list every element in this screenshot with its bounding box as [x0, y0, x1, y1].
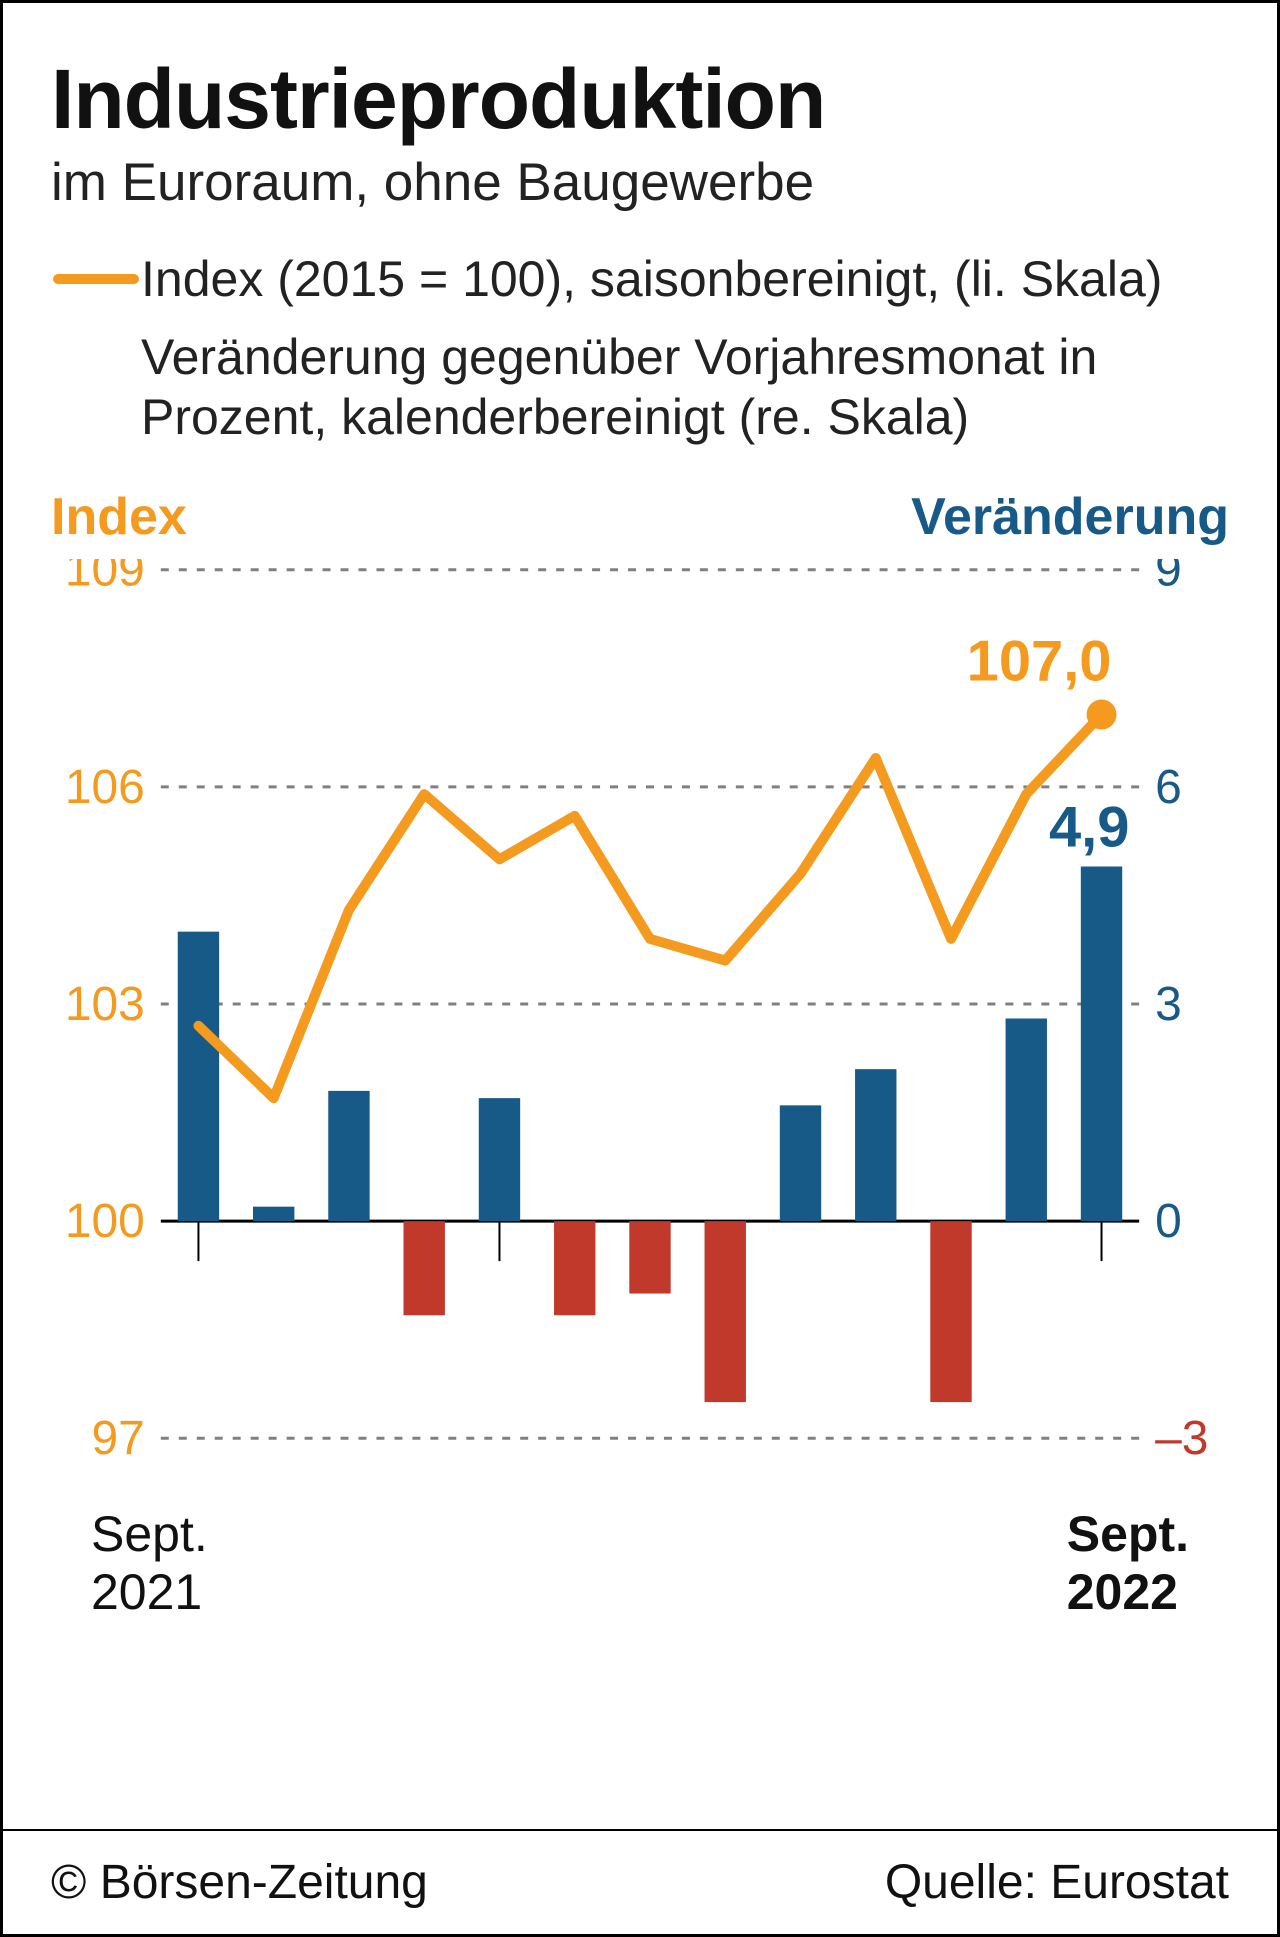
right-axis-title: Veränderung	[911, 487, 1229, 547]
svg-text:97: 97	[92, 1412, 145, 1465]
chart-subtitle: im Euroraum, ohne Baugewerbe	[51, 152, 1229, 213]
footer: © Börsen-Zeitung Quelle: Eurostat	[3, 1829, 1277, 1934]
legend-row-line: Index (2015 = 100), saisonbereinigt, (li…	[51, 249, 1229, 309]
chart-title: Industrieproduktion	[51, 51, 1229, 148]
source: Quelle: Eurostat	[885, 1855, 1229, 1910]
chart-frame: Industrieproduktion im Euroraum, ohne Ba…	[0, 0, 1280, 1937]
legend-line-label: Index (2015 = 100), saisonbereinigt, (li…	[141, 249, 1229, 309]
svg-text:107,0: 107,0	[967, 630, 1112, 694]
svg-text:6: 6	[1155, 761, 1182, 814]
svg-text:109: 109	[65, 559, 145, 597]
x-axis-end: Sept.2022	[1067, 1505, 1189, 1621]
x-axis-labels: Sept.2021 Sept.2022	[51, 1505, 1229, 1621]
svg-text:106: 106	[65, 761, 145, 814]
x-axis-start: Sept.2021	[91, 1505, 208, 1621]
svg-text:9: 9	[1155, 559, 1182, 597]
svg-text:–3: –3	[1155, 1412, 1208, 1465]
legend-row-bars: Veränderung gegenüber Vorjahresmonat in …	[51, 327, 1229, 447]
svg-text:3: 3	[1155, 978, 1182, 1031]
axis-titles: Index Veränderung	[51, 487, 1229, 547]
left-axis-title: Index	[51, 487, 187, 547]
svg-text:103: 103	[65, 978, 145, 1031]
bar-swatch	[51, 327, 141, 387]
legend-bars-label: Veränderung gegenüber Vorjahresmonat in …	[141, 327, 1229, 447]
svg-text:100: 100	[65, 1195, 145, 1248]
svg-text:0: 0	[1155, 1195, 1182, 1248]
line-swatch	[51, 249, 141, 309]
combo-chart-svg: 97 –3 100 0 103 3 106 6 109 9 107,0 4,9	[51, 559, 1229, 1479]
plot-area: 97 –3 100 0 103 3 106 6 109 9 107,0 4,9	[51, 559, 1229, 1479]
copyright: © Börsen-Zeitung	[51, 1855, 428, 1910]
svg-text:4,9: 4,9	[1049, 796, 1129, 860]
